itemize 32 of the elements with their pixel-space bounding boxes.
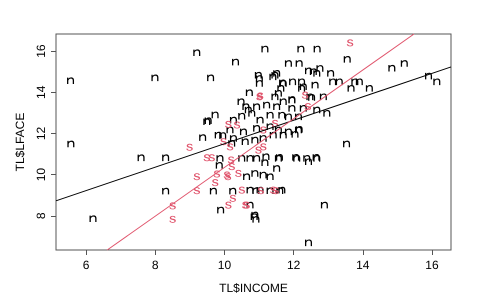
y-tick-label: 14 <box>34 85 48 99</box>
point <box>234 122 240 129</box>
point <box>270 186 276 194</box>
point <box>169 216 176 223</box>
point <box>238 186 245 194</box>
y-tick-label: 8 <box>34 212 48 220</box>
x-tick-label: 10 <box>218 258 232 272</box>
x-tick-label: 8 <box>152 258 159 272</box>
point <box>194 173 200 180</box>
point <box>224 120 232 128</box>
point <box>228 163 235 170</box>
x-axis-title: TL$INCOME <box>219 281 288 295</box>
x-tick-label: 14 <box>356 258 370 272</box>
point <box>214 170 220 178</box>
y-tick-label: 16 <box>34 44 48 58</box>
point <box>235 170 242 177</box>
x-tick-label: 12 <box>286 258 301 272</box>
x-tick-label: 16 <box>425 258 439 272</box>
point <box>186 144 193 151</box>
point <box>260 143 266 150</box>
x-tick-label: 6 <box>82 258 90 272</box>
point <box>226 143 234 150</box>
point <box>208 154 215 162</box>
point <box>346 39 354 46</box>
point <box>224 202 232 209</box>
y-axis-title: TL$LFACE <box>13 112 27 172</box>
point <box>302 92 308 99</box>
point <box>255 146 262 154</box>
point <box>212 179 218 186</box>
y-tick-label: 12 <box>34 126 48 140</box>
point <box>229 194 236 202</box>
y-tick-label: 10 <box>34 168 48 182</box>
